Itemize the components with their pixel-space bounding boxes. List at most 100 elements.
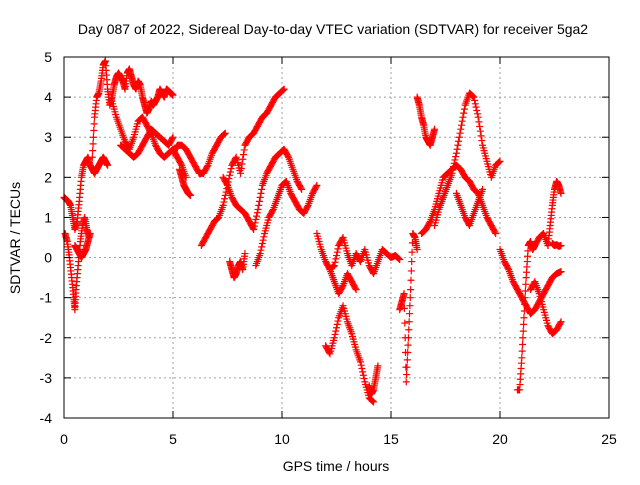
data-point-marker <box>451 156 459 164</box>
series-track-x <box>527 278 565 338</box>
data-point-marker <box>284 152 292 160</box>
data-point-marker <box>255 201 263 209</box>
data-point-marker <box>495 159 503 167</box>
data-point-marker <box>226 171 234 179</box>
data-point-marker <box>452 153 460 161</box>
data-point-marker <box>557 189 565 197</box>
data-point-marker <box>408 248 416 256</box>
data-point-marker <box>258 240 266 248</box>
data-point-marker <box>519 327 527 335</box>
data-point-marker <box>253 209 261 217</box>
data-point-marker <box>370 398 378 406</box>
data-point-marker <box>256 250 264 258</box>
y-tick-label: 0 <box>44 250 52 266</box>
data-point-marker <box>239 155 247 163</box>
data-point-marker <box>250 222 258 230</box>
x-tick-label: 25 <box>601 431 617 447</box>
data-point-marker <box>89 140 97 148</box>
data-point-marker <box>360 375 368 383</box>
data-point-marker <box>403 371 411 379</box>
data-point-marker <box>219 201 227 209</box>
data-point-marker <box>258 185 266 193</box>
data-point-marker <box>405 318 413 326</box>
data-point-marker <box>330 262 338 270</box>
data-point-marker <box>256 193 264 201</box>
data-point-marker <box>470 93 478 101</box>
data-point-marker <box>468 92 476 100</box>
series-track-q <box>396 229 421 386</box>
series-track-b <box>61 213 93 314</box>
data-point-marker <box>431 125 439 133</box>
data-point-marker <box>456 129 464 137</box>
data-point-marker <box>331 258 339 266</box>
data-point-marker <box>231 155 239 163</box>
data-point-marker <box>476 127 484 135</box>
series-track-c <box>71 229 94 262</box>
data-point-marker <box>457 125 465 133</box>
data-point-marker <box>495 158 503 166</box>
x-tick-label: 15 <box>383 431 399 447</box>
data-point-marker <box>520 320 528 328</box>
data-point-marker <box>521 300 529 308</box>
data-point-marker <box>86 229 94 237</box>
y-tick-label: -4 <box>40 410 53 426</box>
data-point-marker <box>404 348 412 356</box>
data-point-marker <box>469 92 477 100</box>
data-point-marker <box>333 252 340 260</box>
y-tick-label: 1 <box>44 209 52 225</box>
data-point-marker <box>556 319 564 327</box>
data-point-marker <box>454 141 462 149</box>
data-point-marker <box>450 159 458 167</box>
y-tick-label: 2 <box>44 169 52 185</box>
data-point-marker <box>220 198 228 206</box>
data-point-marker <box>403 363 411 371</box>
data-point-marker <box>227 165 235 173</box>
series-track-v <box>496 246 565 318</box>
data-point-marker <box>88 153 96 161</box>
data-point-marker <box>254 205 262 213</box>
plot-frame <box>63 56 610 419</box>
data-point-marker <box>237 169 245 177</box>
data-point-marker <box>520 314 528 322</box>
series-track-h <box>176 165 194 199</box>
data-point-marker <box>472 103 480 111</box>
data-point-marker <box>407 276 415 284</box>
data-point-marker <box>333 248 341 256</box>
series-track-z <box>548 240 565 250</box>
y-tick-label: -2 <box>40 330 53 346</box>
data-point-marker <box>448 169 456 177</box>
y-axis-label: SDTVAR / TECUs <box>7 182 23 294</box>
data-point-marker <box>203 163 211 171</box>
data-point-marker <box>358 365 366 373</box>
data-point-marker <box>279 86 287 94</box>
series-track-s <box>418 161 500 237</box>
data-point-marker <box>313 181 321 189</box>
data-point-marker <box>259 236 267 244</box>
y-tick-labels: -4 -3 -2 -1 0 1 2 3 4 5 <box>40 49 53 426</box>
data-point-marker <box>449 163 457 171</box>
data-point-marker <box>396 256 404 264</box>
data-point-marker <box>239 151 247 159</box>
data-point-marker <box>257 189 265 197</box>
y-tick-label: -3 <box>40 370 53 386</box>
data-point-marker <box>519 334 527 342</box>
data-point-marker <box>221 130 229 138</box>
x-tick-labels: 0 5 10 15 20 25 <box>60 431 617 447</box>
data-point-marker <box>404 341 412 349</box>
data-point-marker <box>475 118 483 126</box>
data-point-marker <box>473 110 481 118</box>
y-tick-label: 4 <box>44 89 52 105</box>
data-point-marker <box>257 246 265 254</box>
data-point-marker <box>221 129 229 137</box>
data-point-marker <box>521 294 529 302</box>
data-point-marker <box>476 123 484 131</box>
data-point-marker <box>237 165 245 173</box>
data-point-marker <box>518 354 526 362</box>
data-point-marker <box>359 371 367 379</box>
data-point-marker <box>250 225 258 233</box>
x-tick-label: 0 <box>60 431 68 447</box>
data-point-marker <box>471 100 479 108</box>
data-point-marker <box>368 397 376 405</box>
data-point-marker <box>253 212 261 220</box>
x-tick-label: 20 <box>492 431 508 447</box>
